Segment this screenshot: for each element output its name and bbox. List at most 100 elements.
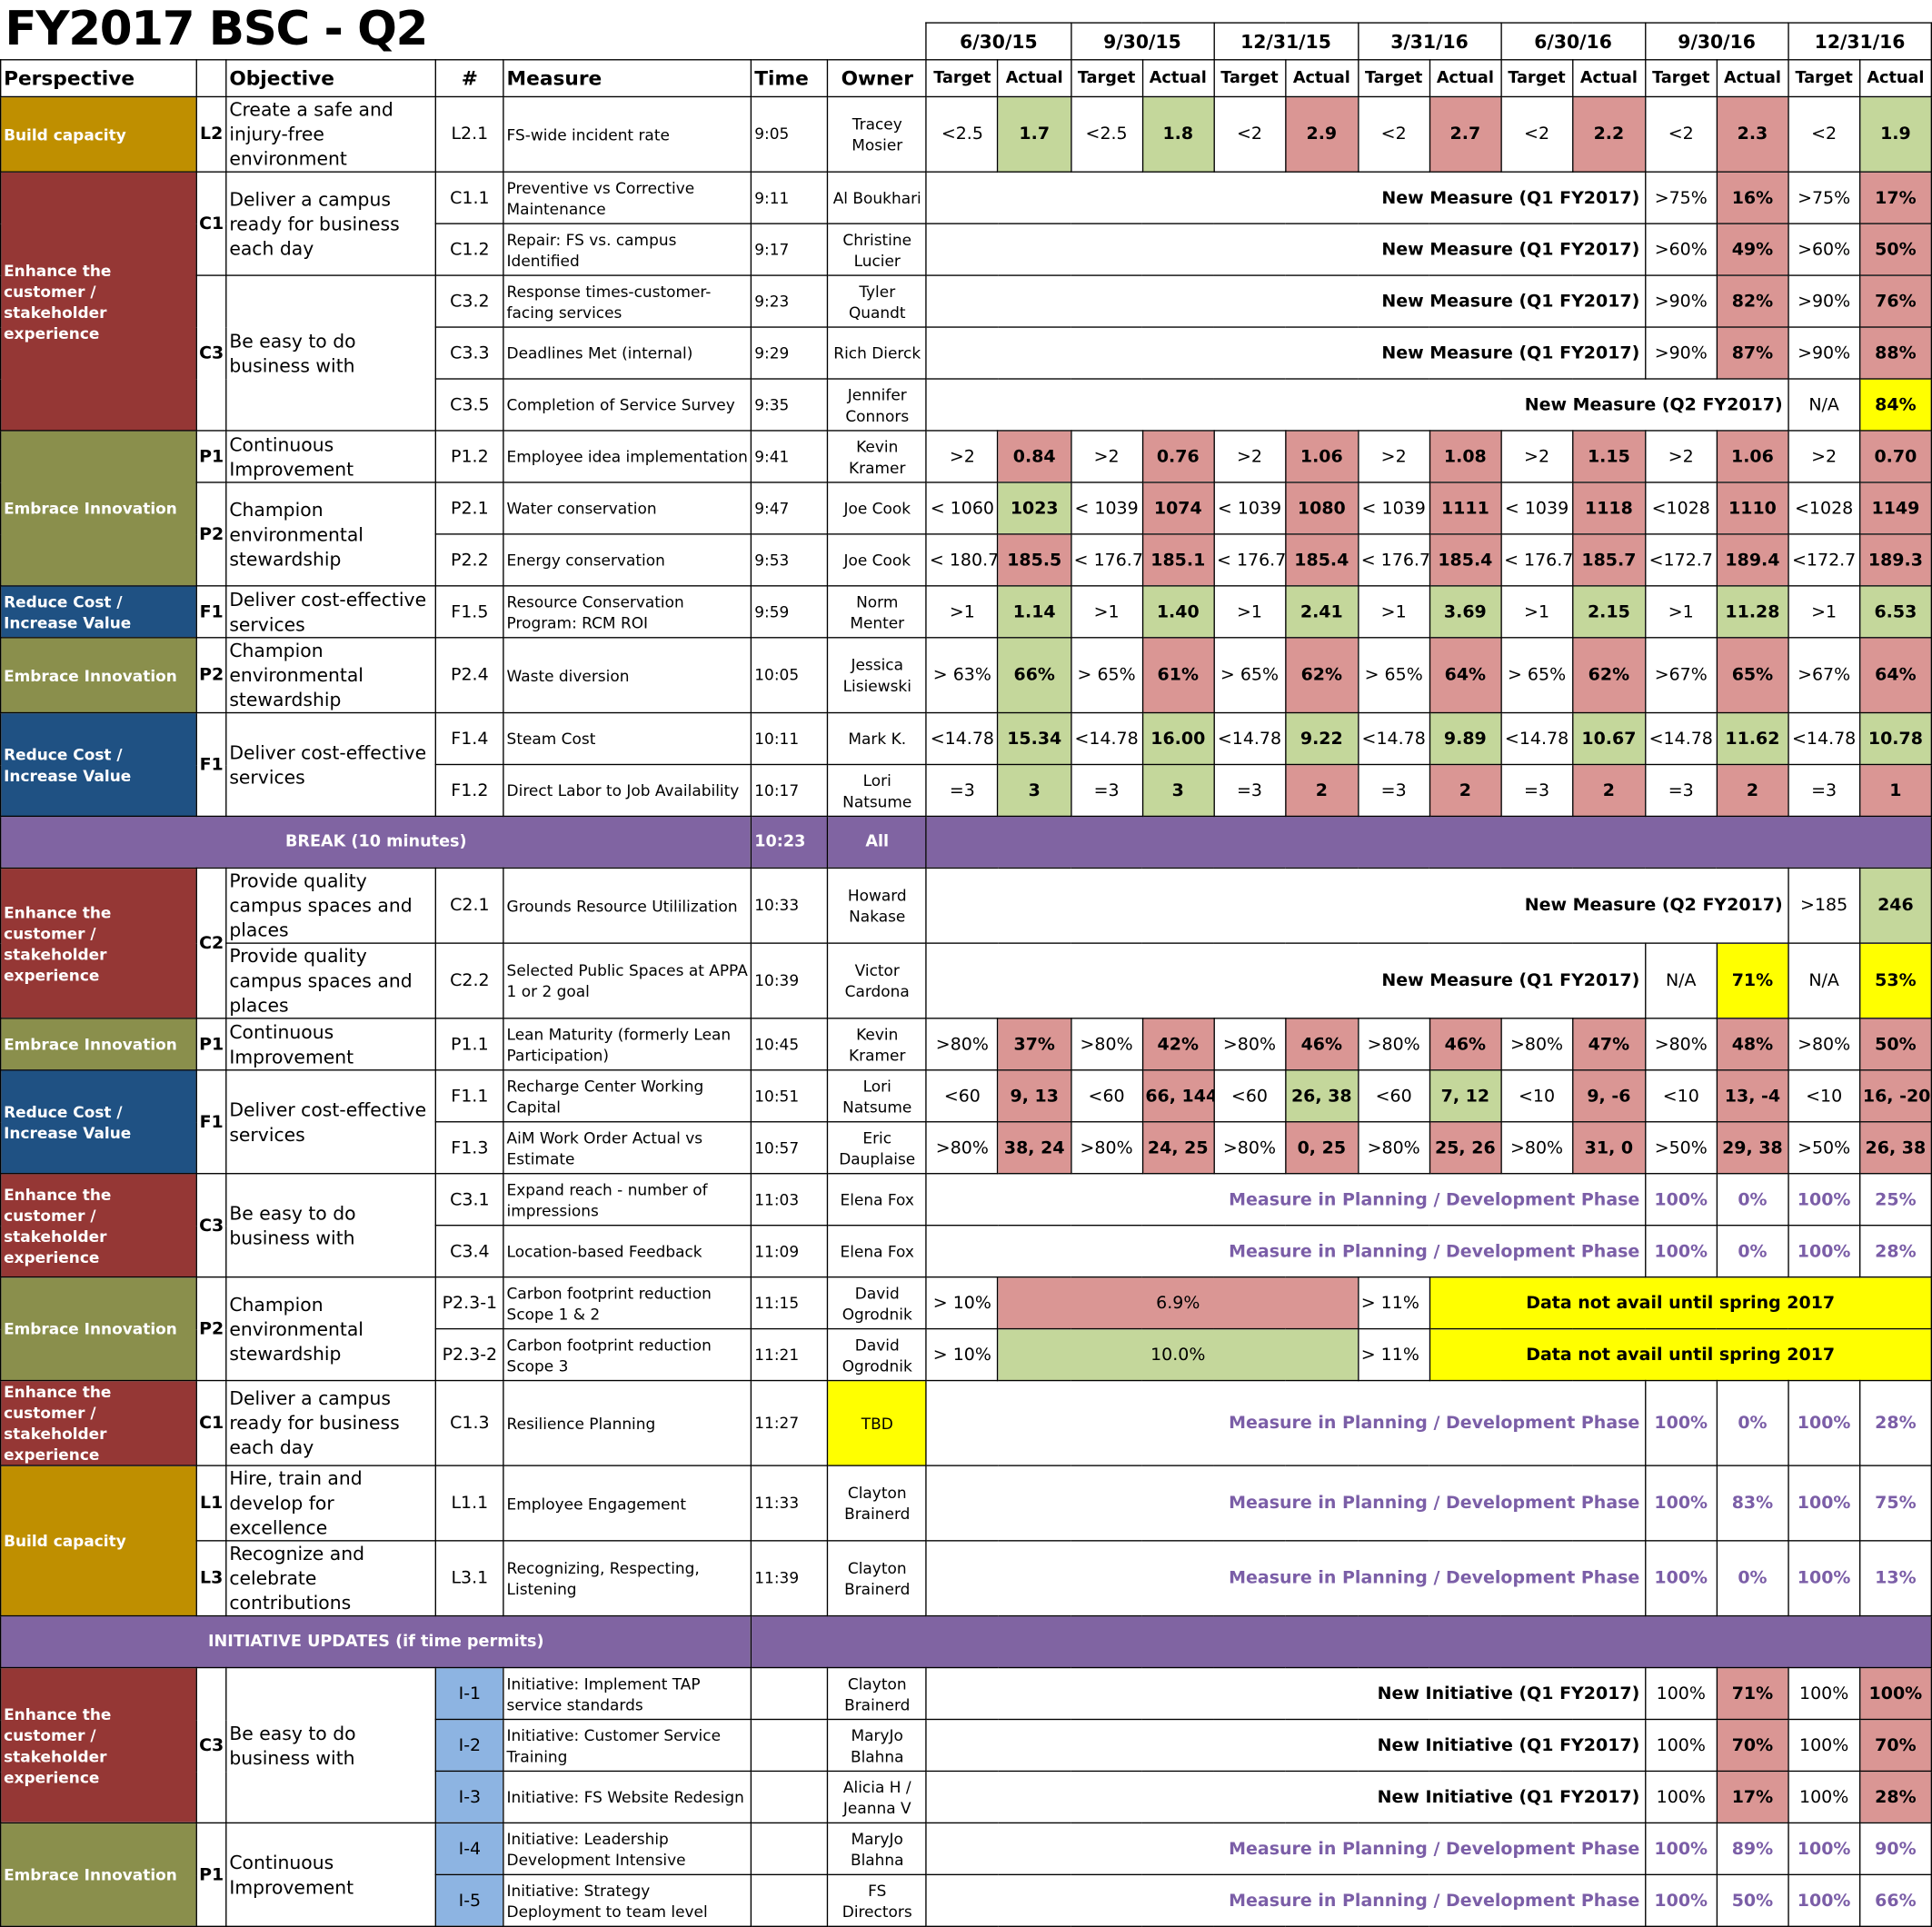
objective-text: Continuous Improvement <box>225 1822 437 1927</box>
measure-num: C3.3 <box>434 326 504 380</box>
table-row: Reduce Cost / Increase Value F1 Deliver … <box>0 711 1932 818</box>
target-cell: >50% <box>1788 1121 1861 1175</box>
actual-cell: 0.76 <box>1141 430 1215 483</box>
actual-cell: 2 <box>1571 763 1647 818</box>
owner: Mark K. <box>827 711 928 766</box>
perspective-label: Embrace Innovation <box>0 1822 198 1927</box>
actual-cell: 16, -20 <box>1858 1069 1932 1123</box>
measure-name: Grounds Resource Utililization <box>503 867 752 944</box>
owner: MaryJo Blahna <box>827 1822 928 1876</box>
target-cell: 100% <box>1788 1173 1861 1227</box>
actual-cell: 11.62 <box>1716 711 1789 766</box>
objective-text: Deliver cost-effective services <box>225 585 437 639</box>
target-cell: 100% <box>1788 1379 1861 1466</box>
target-cell: < 1060 <box>925 482 999 535</box>
target-cell: > 11% <box>1357 1327 1430 1382</box>
actual-cell: 1.06 <box>1284 430 1359 483</box>
owner: TBD <box>827 1379 928 1466</box>
target-cell: <14.78 <box>1070 711 1143 766</box>
measure-num: C3.2 <box>434 274 504 328</box>
actual-cell: 17% <box>1716 1770 1789 1824</box>
actual-cell: 71% <box>1716 942 1789 1019</box>
target-cell: >2 <box>1357 430 1430 483</box>
owner: David Ogrodnik <box>827 1327 928 1382</box>
owner: Clayton Brainerd <box>827 1666 928 1721</box>
target-cell: <60 <box>1212 1069 1286 1123</box>
objective-text: Be easy to do business with <box>225 1666 437 1824</box>
objective-code: C3 <box>195 1666 227 1824</box>
perspective-label: Enhance the customer / stakeholder exper… <box>0 171 198 432</box>
table-row: F1.3 AiM Work Order Actual vs Estimate 1… <box>1 1121 1932 1175</box>
objective-text: Be easy to do business with <box>225 274 437 432</box>
target-cell: <14.78 <box>1500 711 1574 766</box>
time-slot: 11:39 <box>751 1540 829 1617</box>
time-slot <box>751 1873 829 1927</box>
measure-num: C1.1 <box>434 171 504 224</box>
objective-code: C3 <box>195 1173 227 1278</box>
owner: Rich Dierck <box>827 326 928 380</box>
break-owner: All <box>827 815 928 869</box>
actual-cell: 1118 <box>1571 482 1647 535</box>
actual-cell: 13% <box>1858 1540 1932 1617</box>
target-cell: < 1039 <box>1500 482 1574 535</box>
planning-note: Measure in Planning / Development Phase <box>925 1873 1647 1927</box>
col-header-actual: Actual <box>1571 59 1647 98</box>
actual-cell: 6.53 <box>1858 585 1932 639</box>
actual-cell: 185.7 <box>1571 533 1647 587</box>
table-row: Embrace Innovation P2 Champion environme… <box>0 1276 1932 1382</box>
objective-code: F1 <box>195 585 227 639</box>
target-cell: =3 <box>925 763 999 818</box>
target-cell: 100% <box>1644 1822 1718 1876</box>
actual-cell: 62% <box>1284 637 1359 714</box>
objective-text: Create a safe and injury-free environmen… <box>225 95 437 173</box>
target-cell: >80% <box>1788 1018 1861 1071</box>
planning-note: Measure in Planning / Development Phase <box>925 1379 1647 1466</box>
col-header-num: # <box>434 59 504 98</box>
owner: Lori Natsume <box>827 1069 928 1123</box>
target-cell: =3 <box>1644 763 1718 818</box>
time-slot: 9:17 <box>751 223 829 276</box>
objective-code: P1 <box>195 1018 227 1071</box>
target-cell: <1028 <box>1644 482 1718 535</box>
col-header-actual: Actual <box>997 59 1071 98</box>
col-header-target: Target <box>1357 59 1430 98</box>
target-cell: >1 <box>1644 585 1718 639</box>
owner: Eric Dauplaise <box>827 1121 928 1175</box>
table-row: C1.2 Repair: FS vs. campus Identified 9:… <box>1 223 1932 276</box>
planning-note: Measure in Planning / Development Phase <box>925 1465 1647 1542</box>
col-header-time: Time <box>751 59 829 98</box>
col-header-actual: Actual <box>1284 59 1359 98</box>
actual-cell: 64% <box>1858 637 1932 714</box>
owner: Elena Fox <box>827 1224 928 1278</box>
target-cell: <60 <box>1070 1069 1143 1123</box>
actual-cell: 90% <box>1858 1822 1932 1876</box>
objective-code: L1 <box>195 1465 227 1542</box>
measure-name: Carbon footprint reduction Scope 1 & 2 <box>503 1276 752 1330</box>
measure-num: C3.4 <box>434 1224 504 1278</box>
target-cell: >1 <box>1788 585 1861 639</box>
measure-name: Preventive vs Corrective Maintenance <box>503 171 752 224</box>
target-cell: >80% <box>1070 1018 1143 1071</box>
target-cell: 100% <box>1644 1770 1718 1824</box>
actual-cell: 1.8 <box>1141 95 1215 173</box>
table-row: F1.2 Direct Labor to Job Availability 10… <box>1 763 1932 818</box>
objective-text: Provide quality campus spaces and places <box>225 867 437 944</box>
objective-text: Champion environmental stewardship <box>225 482 437 587</box>
target-cell: <172.7 <box>1644 533 1718 587</box>
target-cell: >67% <box>1644 637 1718 714</box>
time-slot: 10:11 <box>751 711 829 766</box>
target-cell: >75% <box>1644 171 1718 224</box>
measure-num: P1.1 <box>434 1018 504 1071</box>
actual-cell: 189.4 <box>1716 533 1789 587</box>
time-slot: 11:03 <box>751 1173 829 1227</box>
owner: Victor Cardona <box>827 942 928 1019</box>
actual-cell: 10.0% <box>997 1327 1359 1382</box>
measure-name: Water conservation <box>503 482 752 535</box>
actual-cell: 9.89 <box>1429 711 1502 766</box>
col-header-target: Target <box>1212 59 1286 98</box>
time-slot: 10:33 <box>751 867 829 944</box>
target-cell: 100% <box>1788 1770 1861 1824</box>
time-slot: 9:47 <box>751 482 829 535</box>
break-time: 10:23 <box>751 815 829 869</box>
target-cell: >90% <box>1644 326 1718 380</box>
